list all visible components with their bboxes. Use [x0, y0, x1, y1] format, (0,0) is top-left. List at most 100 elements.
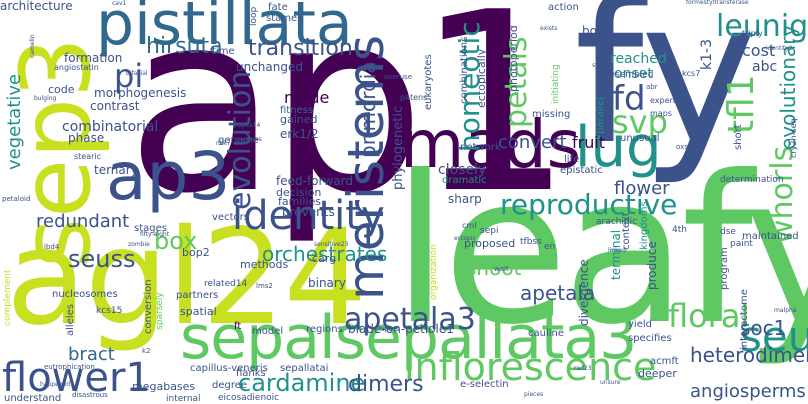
- word-bulging: bulging: [34, 95, 57, 102]
- word-genome: genome: [218, 135, 259, 146]
- word-decision: decision: [276, 186, 322, 199]
- word-phase: phase: [68, 131, 105, 145]
- word-whorls: whorls: [765, 145, 800, 244]
- word-nkk7: nkk7: [216, 140, 231, 147]
- word-dimers: dimers: [348, 372, 424, 397]
- word-interactome: interactome: [739, 289, 750, 350]
- word-methods: methods: [240, 258, 289, 271]
- word-parallel: parallel: [595, 96, 606, 134]
- word-petaloid: petaloid: [2, 195, 31, 203]
- word-capillus-veneris: capillus-veneris: [190, 363, 268, 374]
- word-regions: regions: [306, 324, 343, 335]
- word-reproductive: reproductive: [500, 188, 678, 221]
- word-erk1-2: erk1/2: [280, 127, 319, 141]
- word-pistillata: pistillata: [96, 0, 353, 59]
- word-rad23: rad23: [574, 365, 592, 372]
- word-understand: understand: [4, 393, 62, 404]
- word-apms: apms: [380, 325, 400, 333]
- word-cml: cml: [462, 221, 477, 230]
- word-unusual: unusual: [620, 133, 660, 144]
- word-paint: paint: [730, 239, 753, 249]
- word-degree: degree: [212, 380, 248, 391]
- word-action: action: [548, 2, 579, 13]
- word-floral: floral: [668, 297, 750, 335]
- word-maintained: maintained: [742, 231, 799, 242]
- word-code: code: [48, 83, 75, 96]
- word-carg: carg: [312, 252, 337, 265]
- word-dse: dse: [720, 227, 736, 237]
- word-ap1: ap1: [126, 0, 573, 248]
- word-feed-forward: feed-forward: [276, 174, 353, 188]
- word-stamen: stamen: [266, 13, 304, 24]
- word-spatial: spatial: [180, 305, 217, 318]
- word-missing: missing: [532, 109, 571, 120]
- word-families: families: [278, 195, 321, 208]
- word-architecture: architecture: [0, 0, 73, 13]
- word-closely: closely: [438, 162, 487, 178]
- word-sap54: sap54: [592, 62, 611, 69]
- word-initiating: initiating: [551, 64, 561, 104]
- word-determination: determination: [720, 175, 784, 185]
- word-dramatic: dramatic: [442, 175, 487, 186]
- word-expert: expert: [650, 96, 676, 105]
- word-eutrophication: eutrophication: [44, 363, 95, 371]
- word-eicosadienoic: eicosadienoic: [218, 393, 280, 403]
- word-heterodimer: heterodimer: [690, 343, 808, 367]
- word-patens: patens: [400, 93, 428, 102]
- word-ft: ft: [234, 321, 242, 332]
- word-fate: fate: [268, 2, 288, 13]
- word-alleles: alleles: [65, 304, 76, 336]
- word-gained: gained: [280, 113, 318, 126]
- word-identity: identity: [232, 193, 385, 239]
- word-vectors: vectors: [212, 212, 249, 223]
- word-sepi: sepi: [480, 226, 499, 236]
- word-conversion: conversion: [143, 279, 154, 334]
- word-box: box: [154, 227, 198, 255]
- word-formestyltransferase: formestyltransferase: [686, 0, 749, 6]
- word-apex14: apex14: [238, 122, 261, 129]
- word-divergence: divergence: [577, 259, 591, 326]
- word-overuse: overuse: [384, 73, 412, 81]
- word-disastrous: disastrous: [72, 391, 108, 399]
- word-deeper: deeper: [638, 367, 677, 380]
- word-wait: wait: [494, 265, 509, 273]
- word-4th: 4th: [672, 225, 687, 235]
- word-seuss: seuss: [68, 245, 136, 273]
- word-lms2: lms2: [256, 282, 273, 290]
- word-sepalsepallata3: sepalsepallata3: [180, 303, 637, 373]
- word-time: time: [212, 46, 235, 57]
- word-shoot: shoot: [466, 256, 522, 280]
- word-happened: happened: [40, 381, 71, 388]
- word-convert: convert: [498, 132, 567, 153]
- word-tfbss: tfbss: [520, 237, 542, 247]
- word-maps: maps: [650, 109, 672, 118]
- word-orchestrates: orchestrates: [262, 242, 388, 266]
- word-exists: exists: [540, 25, 558, 32]
- word-camelin: camelin: [29, 34, 36, 58]
- word-vegetative: vegetative: [4, 73, 25, 170]
- word-proposed: proposed: [464, 237, 516, 250]
- word-loop: loop: [249, 6, 259, 26]
- word-mode: mode: [284, 88, 330, 107]
- word-fitness: fitness: [280, 105, 314, 116]
- word-ternary: ternary: [94, 163, 138, 177]
- word-specifies: specifies: [628, 333, 672, 344]
- word-leafy: leafy: [392, 133, 808, 370]
- word-epistatic: epistatic: [560, 165, 603, 176]
- word-lug: lug: [575, 115, 662, 180]
- word-acmft: acmft: [650, 356, 679, 367]
- word-bop1: bop1: [582, 24, 613, 38]
- word-fruit: fruit: [572, 133, 606, 152]
- word-arachidic: arachidic: [596, 217, 638, 227]
- word-unsure: unsure: [600, 379, 621, 386]
- word-reached: reached: [610, 51, 667, 67]
- word-bop2: bop2: [182, 246, 210, 259]
- word-complement: complement: [3, 269, 13, 326]
- word-partners: partners: [176, 290, 219, 301]
- word-kingdoms: kingdoms: [639, 201, 650, 250]
- word-fd: fd: [612, 79, 646, 119]
- word-abc: abc: [752, 59, 778, 75]
- word-cauline: cauline: [528, 328, 565, 339]
- word-ap3: ap3: [106, 138, 231, 215]
- word-short: short: [733, 124, 744, 150]
